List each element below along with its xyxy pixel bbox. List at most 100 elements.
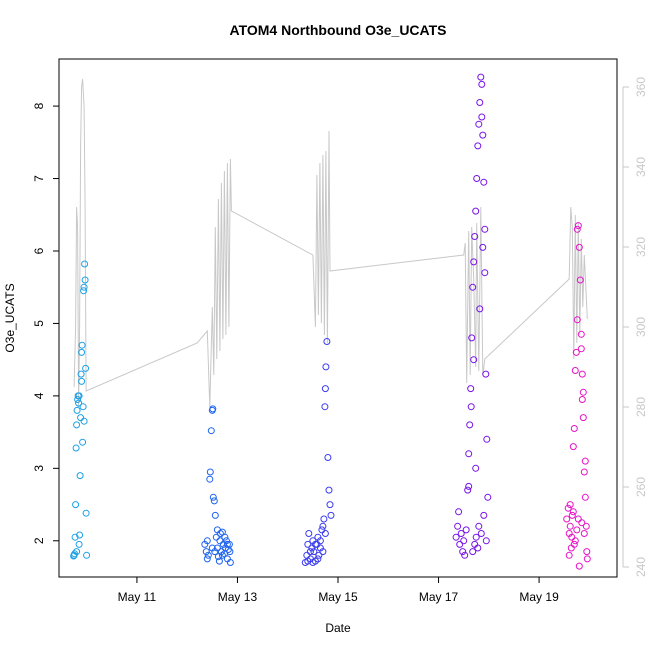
data-point-series-4 (470, 356, 478, 364)
data-point-series-2 (223, 540, 231, 548)
data-point-series-2 (206, 475, 214, 483)
data-point-series-2 (225, 540, 233, 548)
data-point-series-5 (577, 330, 585, 338)
y-tick-label: 6 (32, 247, 46, 254)
data-point-series-4 (478, 113, 486, 121)
y-right-tick-label: 360 (634, 77, 648, 97)
data-point-series-1 (82, 509, 90, 517)
y-right-tick-label: 300 (634, 317, 648, 337)
data-point-series-4 (464, 486, 472, 494)
data-point-series-4 (452, 533, 460, 541)
data-point-series-5 (564, 504, 572, 512)
y-tick-label: 7 (32, 175, 46, 182)
data-point-series-3 (319, 548, 327, 556)
data-point-series-1 (72, 444, 80, 452)
data-point-series-4 (462, 526, 470, 534)
data-point-series-3 (322, 363, 330, 371)
data-point-series-4 (481, 269, 489, 277)
data-point-series-1 (73, 548, 81, 556)
data-point-series-2 (209, 493, 217, 501)
data-point-series-3 (310, 548, 318, 556)
data-point-series-1 (83, 551, 91, 559)
data-point-series-3 (316, 537, 324, 545)
data-point-series-4 (484, 493, 492, 501)
data-point-series-5 (579, 414, 587, 422)
data-point-series-2 (210, 497, 218, 505)
data-point-series-4 (454, 522, 462, 530)
data-point-series-3 (321, 530, 329, 537)
data-point-series-3 (306, 548, 314, 556)
data-point-series-2 (221, 533, 229, 541)
x-tick-label: May 11 (118, 590, 157, 604)
data-point-series-5 (571, 367, 579, 374)
data-point-series-4 (472, 207, 480, 215)
data-point-series-4 (479, 131, 487, 139)
data-point-series-5 (570, 540, 578, 548)
y-right-tick-label: 280 (634, 397, 648, 417)
data-point-series-5 (581, 457, 589, 465)
data-point-series-5 (569, 508, 577, 516)
data-point-series-4 (474, 142, 482, 150)
y-tick-label: 5 (32, 320, 46, 327)
data-point-series-4 (461, 551, 469, 559)
data-point-series-4 (476, 99, 484, 106)
data-point-series-3 (318, 526, 326, 534)
data-point-series-1 (80, 283, 88, 291)
data-point-series-4 (465, 450, 473, 458)
y-tick-label: 2 (32, 537, 46, 544)
data-point-series-4 (455, 508, 463, 516)
data-point-series-4 (476, 305, 484, 313)
chart-title: ATOM4 Northbound O3e_UCATS (230, 22, 447, 38)
data-point-series-3 (325, 486, 333, 494)
x-tick-label: May 13 (218, 590, 258, 604)
data-point-series-1 (78, 341, 86, 349)
x-tick-label: May 19 (519, 590, 559, 604)
data-point-series-4 (465, 482, 473, 490)
data-point-series-5 (571, 537, 579, 545)
data-point-series-4 (477, 530, 485, 537)
data-point-series-4 (469, 548, 477, 556)
data-point-series-4 (468, 334, 476, 342)
data-point-series-4 (472, 533, 480, 541)
data-point-series-2 (203, 555, 211, 563)
y-axis-label: O3e_UCATS (3, 283, 17, 352)
data-point-series-5 (576, 276, 584, 284)
data-point-series-1 (81, 260, 89, 268)
data-point-series-4 (472, 464, 480, 472)
data-point-series-5 (577, 345, 585, 353)
data-point-series-4 (469, 283, 477, 291)
data-point-series-5 (583, 555, 591, 563)
data-point-series-5 (565, 551, 573, 559)
data-point-series-3 (311, 540, 319, 548)
data-point-series-5 (582, 522, 590, 530)
data-point-series-1 (78, 348, 86, 356)
data-point-series-4 (459, 548, 467, 556)
data-point-series-2 (206, 468, 214, 476)
data-point-series-2 (216, 537, 224, 545)
data-point-series-4 (473, 175, 481, 182)
data-point-series-3 (319, 522, 327, 530)
data-point-series-4 (467, 403, 475, 411)
points-layer (70, 73, 591, 570)
data-point-series-2 (211, 548, 219, 556)
data-point-series-2 (213, 526, 221, 534)
data-point-series-3 (321, 385, 329, 393)
plot-frame (58, 58, 618, 578)
data-point-series-1 (75, 399, 83, 407)
data-point-series-4 (478, 80, 486, 88)
data-point-series-5 (568, 533, 576, 541)
data-point-series-5 (575, 243, 583, 251)
x-axis-label: Date (325, 621, 351, 635)
data-point-series-5 (578, 396, 586, 403)
data-point-series-5 (578, 370, 586, 378)
data-point-series-1 (79, 438, 87, 446)
y-tick-label: 4 (32, 392, 46, 399)
y-right-tick-label: 340 (634, 157, 648, 177)
data-point-series-2 (226, 559, 234, 566)
data-point-series-3 (326, 501, 334, 509)
data-point-series-5 (574, 222, 582, 230)
data-point-series-1 (76, 531, 84, 539)
data-point-series-4 (470, 258, 478, 266)
data-point-series-1 (82, 364, 90, 372)
data-point-series-4 (471, 233, 479, 240)
